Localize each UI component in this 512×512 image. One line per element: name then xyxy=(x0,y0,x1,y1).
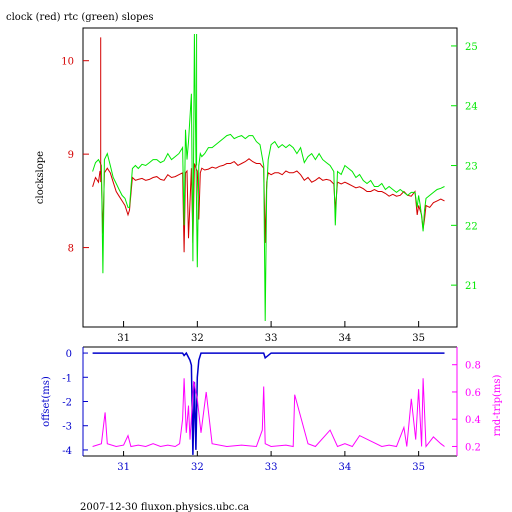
clock-rtc-slope-chart: 31 32 33 34 35 8 9 10 21 22 23 24 25 clockslope xyxy=(35,27,478,344)
y-tick-label-right: 22 xyxy=(465,221,478,232)
y-tick-label-right: 0.8 xyxy=(465,361,481,372)
y-axis-label: clockslope xyxy=(35,151,46,204)
x-tick-label: 34 xyxy=(339,462,352,473)
y-tick-label-left: -3 xyxy=(62,422,72,433)
series-rndtrip-line xyxy=(92,378,445,448)
series-rtc-line xyxy=(92,33,445,322)
y-tick-label-right: 0.2 xyxy=(465,442,481,453)
y-tick-label-left: -4 xyxy=(62,446,72,457)
y-tick-label-left: 8 xyxy=(68,244,74,255)
x-tick-label: 35 xyxy=(412,333,425,344)
y-tick-label-left: 0 xyxy=(66,349,72,360)
x-tick-label: 31 xyxy=(117,462,130,473)
y-tick-label-right: 25 xyxy=(465,42,478,53)
y-tick-label-right: 23 xyxy=(465,162,478,173)
y-tick-label-right: 0.6 xyxy=(465,388,481,399)
y-tick-label-left: -1 xyxy=(62,373,72,384)
x-tick-label: 35 xyxy=(412,462,425,473)
x-tick-label: 32 xyxy=(191,333,204,344)
offset-roundtrip-chart: 31 32 33 34 35 0 -1 -2 -3 -4 0.2 0.4 0.6 0.8 offset(ms… xyxy=(41,346,503,473)
y-tick-label-left: 9 xyxy=(68,150,74,161)
y-tick-label-right: 0.4 xyxy=(465,415,481,426)
y-axis-label-right: rnd-trip(ms) xyxy=(492,374,503,436)
footer-host-label: 2007-12-30 fluxon.physics.ubc.ca xyxy=(80,502,249,512)
y-tick-label-right: 21 xyxy=(465,281,478,292)
plot-frame xyxy=(82,27,458,328)
y-tick-label-right: 24 xyxy=(465,102,478,113)
series-offset-line xyxy=(92,351,445,455)
y-axis-label-left: offset(ms) xyxy=(41,376,52,427)
x-tick-label: 32 xyxy=(191,462,204,473)
y-tick-label-left: -2 xyxy=(62,398,72,409)
x-tick-label: 34 xyxy=(339,333,352,344)
x-tick-label: 31 xyxy=(117,333,130,344)
x-tick-label: 33 xyxy=(265,333,278,344)
y-tick-label-left: 10 xyxy=(61,57,74,68)
chart-title: clock (red) rtc (green) slopes xyxy=(6,12,154,23)
series-clock-line xyxy=(92,158,445,253)
x-tick-label: 33 xyxy=(265,462,278,473)
